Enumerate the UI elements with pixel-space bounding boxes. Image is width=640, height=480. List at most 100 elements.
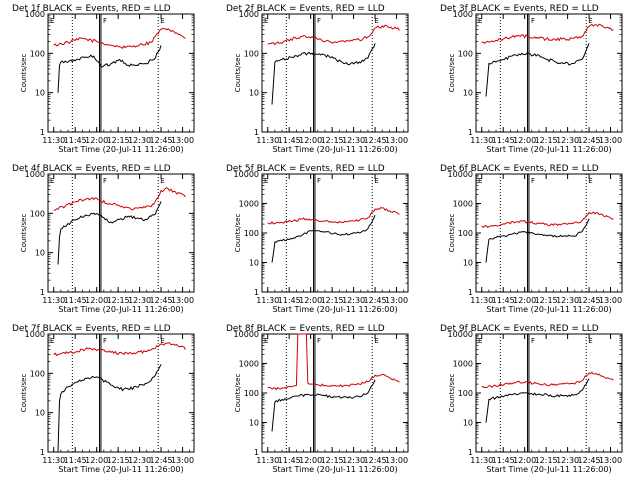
y-tick-label: 1000 — [25, 330, 45, 339]
x-tick-label: 12:15 — [535, 456, 558, 465]
series-line-lld — [267, 206, 400, 225]
x-tick-label: 12:00 — [513, 136, 536, 145]
series-line-events — [57, 364, 162, 453]
series-line-events — [57, 201, 162, 265]
y-axis-label: Counts/sec — [234, 54, 242, 93]
x-tick-label: 13:00 — [171, 296, 194, 305]
y-tick-label: 100 — [458, 49, 473, 58]
x-tick-label: 11:45 — [278, 296, 301, 305]
panel-det-6f: Det 6f BLACK = Events, RED = LLD 1 10 100 10… — [440, 164, 623, 314]
segment-marker-label: E — [264, 177, 268, 185]
panel-det-2f: Det 2f BLACK = Events, RED = LLD 1 10 100 10… — [226, 4, 409, 154]
y-tick-label: 1 — [40, 288, 45, 297]
x-tick-label: 12:00 — [85, 456, 108, 465]
series-line-events — [485, 378, 590, 423]
x-tick-label: 12:00 — [513, 456, 536, 465]
segment-marker-label: E — [264, 17, 268, 25]
panel-det-5f: Det 5f BLACK = Events, RED = LLD 1 10 100 10… — [226, 164, 409, 314]
plot-frame — [261, 13, 409, 133]
plot-title: Det 5f BLACK = Events, RED = LLD — [226, 164, 385, 174]
segment-marker-label: E — [374, 177, 378, 185]
plot-title: Det 2f BLACK = Events, RED = LLD — [226, 4, 385, 14]
x-tick-label: 13:00 — [385, 136, 408, 145]
x-tick-label: 11:45 — [64, 456, 87, 465]
y-tick-label: 1000 — [453, 10, 473, 19]
x-tick-label: 12:15 — [107, 136, 130, 145]
plot-frame — [475, 173, 623, 293]
x-tick-label: 13:00 — [385, 296, 408, 305]
x-tick-label: 13:00 — [385, 456, 408, 465]
plot-frame — [475, 13, 623, 133]
x-tick-label: 12:00 — [299, 296, 322, 305]
x-tick-label: 11:30 — [470, 456, 493, 465]
x-tick-label: 12:30 — [128, 136, 151, 145]
series-line-events — [271, 43, 376, 105]
y-axis-label: Counts/sec — [20, 374, 28, 413]
segment-marker-label: E — [160, 337, 164, 345]
plot-frame — [261, 333, 409, 453]
x-tick-label: 12:30 — [342, 136, 365, 145]
y-tick-label: 1 — [254, 448, 259, 457]
x-tick-label: 12:30 — [556, 456, 579, 465]
x-tick-label: 13:00 — [599, 296, 622, 305]
x-tick-label: 12:30 — [342, 296, 365, 305]
y-tick-label: 1000 — [453, 360, 473, 369]
y-tick-label: 10000 — [448, 330, 473, 339]
segment-marker-label: E — [374, 337, 378, 345]
y-tick-label: 100 — [30, 369, 45, 378]
segment-marker-label: F — [531, 17, 535, 25]
panel-det-8f: Det 8f BLACK = Events, RED = LLD 1 10 100 10… — [226, 324, 409, 474]
x-tick-label: 13:00 — [171, 136, 194, 145]
x-tick-label: 11:45 — [278, 456, 301, 465]
x-tick-label: 12:00 — [513, 296, 536, 305]
series-line-lld — [53, 187, 186, 211]
x-tick-label: 12:15 — [535, 296, 558, 305]
y-tick-label: 1 — [40, 448, 45, 457]
y-tick-label: 10 — [35, 409, 45, 418]
y-tick-label: 100 — [30, 209, 45, 218]
y-tick-label: 1 — [40, 128, 45, 137]
x-tick-label: 12:15 — [321, 456, 344, 465]
y-tick-label: 100 — [30, 49, 45, 58]
plot-frame — [47, 173, 195, 293]
y-tick-label: 10000 — [448, 170, 473, 179]
plot-title: Det 6f BLACK = Events, RED = LLD — [440, 164, 599, 174]
x-tick-label: 12:45 — [364, 296, 387, 305]
x-axis-label: Start Time (20-Jul-11 11:26:00) — [272, 465, 397, 474]
x-tick-label: 12:00 — [299, 456, 322, 465]
segment-marker-label: F — [103, 17, 107, 25]
x-tick-label: 11:45 — [492, 296, 515, 305]
plot-frame — [475, 333, 623, 453]
segment-marker-label: E — [264, 337, 268, 345]
y-tick-label: 1000 — [239, 200, 259, 209]
segment-marker-label: F — [317, 337, 321, 345]
x-tick-label: 11:30 — [42, 296, 65, 305]
plot-frame — [47, 333, 195, 453]
x-tick-label: 12:45 — [150, 296, 173, 305]
segment-marker-label: F — [103, 177, 107, 185]
y-tick-label: 100 — [244, 49, 259, 58]
segment-marker-label: E — [588, 337, 592, 345]
plot-title: Det 8f BLACK = Events, RED = LLD — [226, 324, 385, 334]
y-tick-label: 1000 — [25, 10, 45, 19]
panel-det-4f: Det 4f BLACK = Events, RED = LLD 1 10 100 10… — [12, 164, 195, 314]
x-axis-label: Start Time (20-Jul-11 11:26:00) — [58, 145, 183, 154]
segment-marker-label: E — [374, 17, 378, 25]
y-axis-label: Counts/sec — [448, 54, 456, 93]
x-tick-label: 12:30 — [128, 456, 151, 465]
plot-title: Det 3f BLACK = Events, RED = LLD — [440, 4, 599, 14]
segment-marker-label: E — [50, 17, 54, 25]
segment-marker-label: E — [50, 177, 54, 185]
segment-marker-label: F — [103, 337, 107, 345]
x-tick-label: 12:45 — [150, 136, 173, 145]
y-axis-label: Counts/sec — [448, 374, 456, 413]
y-tick-label: 10 — [249, 259, 259, 268]
x-tick-label: 12:45 — [578, 136, 601, 145]
x-axis-label: Start Time (20-Jul-11 11:26:00) — [58, 305, 183, 314]
series-line-lld — [267, 24, 400, 46]
x-tick-label: 12:15 — [535, 136, 558, 145]
x-tick-label: 11:45 — [492, 136, 515, 145]
x-tick-label: 11:30 — [256, 296, 279, 305]
y-tick-label: 10 — [35, 89, 45, 98]
